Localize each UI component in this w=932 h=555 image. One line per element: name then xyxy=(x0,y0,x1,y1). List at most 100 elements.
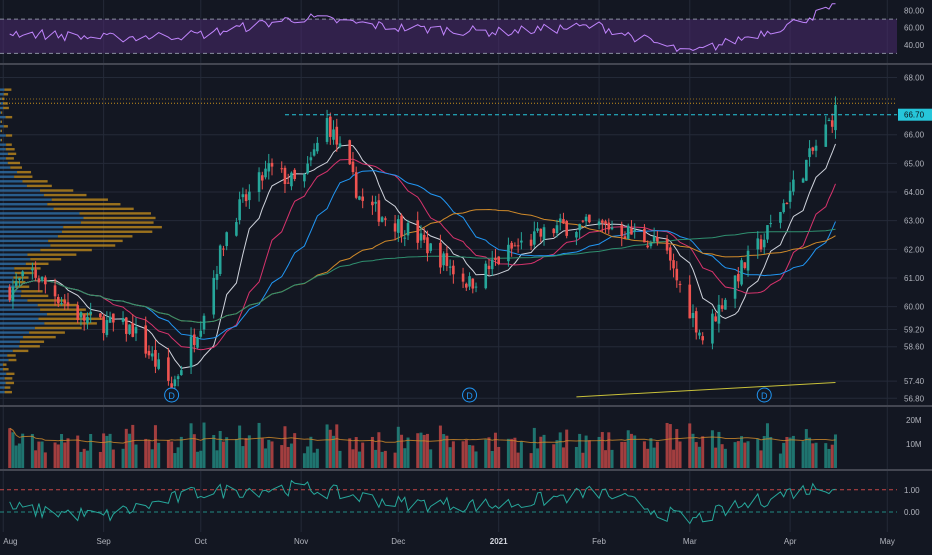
volume-profile-bar-up xyxy=(0,175,15,178)
candle-body xyxy=(672,260,675,269)
volume-profile-bar-down xyxy=(13,276,29,279)
candle xyxy=(400,213,403,243)
candle xyxy=(468,272,471,291)
candle xyxy=(293,168,296,182)
candle xyxy=(196,336,199,349)
volume-bar xyxy=(425,433,429,468)
price-axis-label: 61.00 xyxy=(904,274,925,283)
volume-bar xyxy=(8,428,12,468)
time-axis-label: Dec xyxy=(391,537,405,546)
candle xyxy=(332,120,335,145)
volume-profile-bar-down xyxy=(12,349,29,353)
dividend-marker[interactable]: D xyxy=(462,387,478,403)
panel-separators[interactable] xyxy=(0,63,932,471)
volume-profile-bar-up xyxy=(0,106,4,110)
volume-bar xyxy=(302,453,306,468)
volume-bar xyxy=(422,434,426,468)
candle xyxy=(397,215,400,242)
rsi-panel[interactable] xyxy=(0,3,897,54)
candle xyxy=(354,166,358,200)
volume-profile-bar-up xyxy=(0,161,8,165)
candle xyxy=(290,171,293,191)
volume-bar xyxy=(416,433,420,468)
candle xyxy=(675,261,679,288)
volume-axis-label: 10M xyxy=(906,440,922,449)
volume-bar xyxy=(11,432,15,468)
candle xyxy=(766,225,769,243)
volume-bar xyxy=(312,452,316,468)
candle xyxy=(316,137,319,154)
volume-profile-bar-up xyxy=(0,349,13,353)
volume-bar xyxy=(652,447,656,468)
volume-bar xyxy=(814,442,818,468)
volume-bar xyxy=(56,444,60,468)
candle-body xyxy=(260,175,264,181)
volume-profile-bar-down xyxy=(27,299,67,302)
candle xyxy=(384,216,387,227)
dividend-marker[interactable]: D xyxy=(756,387,772,403)
volume-profile-bar-down xyxy=(0,138,3,142)
candle-body xyxy=(212,277,216,315)
candle xyxy=(513,242,517,247)
volume-bar xyxy=(105,435,109,468)
time-axis[interactable]: Aug Sep Oct Nov Dec 2021 Feb Mar Apr May xyxy=(3,537,895,546)
volume-bar xyxy=(234,438,238,468)
candle xyxy=(610,220,614,231)
volume-profile-bar-down xyxy=(6,143,12,146)
volume-bar xyxy=(79,451,83,468)
candle-body xyxy=(406,223,410,236)
volume-profile-bar-up xyxy=(0,125,4,128)
candle xyxy=(303,172,306,188)
volume-profile-bar-down xyxy=(26,184,52,188)
volume-panel[interactable] xyxy=(8,422,837,468)
price-axis[interactable]: 80.00 60.00 40.00 68.00 66.00 65.00 64.00 63.00… xyxy=(898,7,932,517)
momentum-panel[interactable] xyxy=(0,479,897,525)
volume-bar xyxy=(688,423,692,468)
momentum-axis-label: 0.00 xyxy=(904,508,920,517)
candle xyxy=(102,313,105,341)
candle xyxy=(808,140,811,167)
candle xyxy=(419,225,423,249)
volume-profile-bar-up xyxy=(0,212,80,215)
volume-bar xyxy=(649,438,653,468)
candle-body xyxy=(154,349,157,367)
volume-profile-bar-down xyxy=(50,244,116,247)
volume-profile-bar-down xyxy=(80,221,154,224)
candle-body xyxy=(584,216,588,222)
volume-profile-bar-down xyxy=(47,203,121,206)
volume-bar xyxy=(429,449,433,468)
candle-body xyxy=(516,245,520,247)
volume-bar xyxy=(558,432,562,468)
time-axis-label: Sep xyxy=(97,537,112,546)
volume-profile-bar-up xyxy=(0,93,4,96)
dividend-marker[interactable]: D xyxy=(164,387,180,403)
candle-body xyxy=(419,233,423,241)
candle-body xyxy=(610,227,614,230)
candle-body xyxy=(717,304,721,324)
volume-profile-bar-down xyxy=(14,271,34,275)
volume-bar xyxy=(332,435,336,468)
volume-profile-bar-down xyxy=(63,225,162,229)
volume-profile-bar-down xyxy=(5,115,13,119)
candle-body xyxy=(484,263,488,289)
candle xyxy=(222,245,225,257)
candle xyxy=(792,170,795,196)
candle xyxy=(623,231,627,239)
candle xyxy=(643,224,646,243)
dividend-marker-circle xyxy=(756,387,772,403)
volume-profile-bar-down xyxy=(27,253,77,256)
candle xyxy=(150,346,154,361)
candle xyxy=(461,267,465,289)
candle xyxy=(358,195,361,201)
rsi-axis-label: 60.00 xyxy=(904,24,925,33)
last-price-tag: 66.70 xyxy=(898,108,932,121)
candle-body xyxy=(128,324,131,334)
volume-bar xyxy=(102,433,106,468)
volume-profile-bar-down xyxy=(3,368,9,371)
volume-bar xyxy=(403,448,407,468)
volume-bar xyxy=(374,449,378,468)
dividend-marker-circle xyxy=(462,387,478,403)
candle xyxy=(86,312,89,330)
